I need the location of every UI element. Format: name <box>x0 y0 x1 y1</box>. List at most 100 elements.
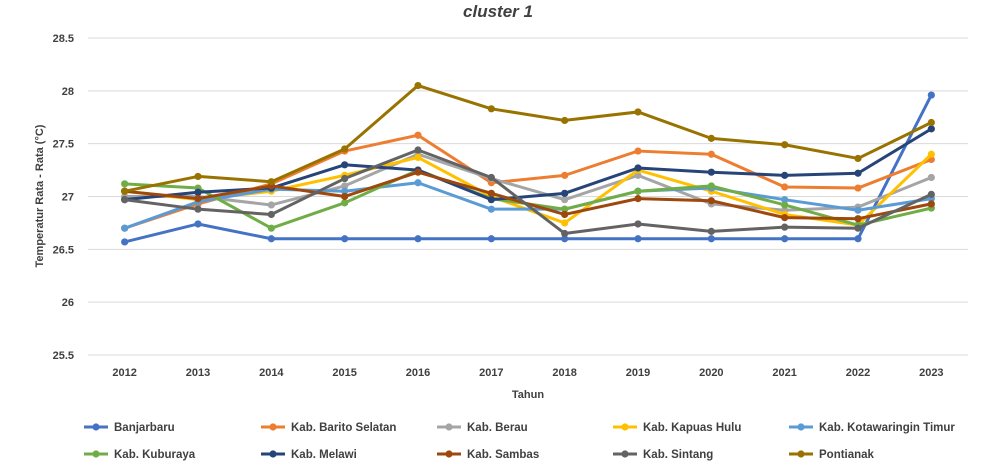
data-point <box>487 105 495 113</box>
data-point <box>561 189 569 197</box>
x-tick-label: 2012 <box>112 367 136 379</box>
data-point <box>414 81 422 90</box>
data-point <box>707 197 715 205</box>
series-line <box>123 152 933 212</box>
y-axis-ticks: 25.5 26 26.5 27 27.5 28 28.5 <box>53 33 74 362</box>
y-tick-label: 26 <box>62 297 74 309</box>
legend-label: Pontianak <box>819 449 875 461</box>
data-point <box>927 91 935 99</box>
data-point <box>634 164 642 172</box>
x-tick-label: 2023 <box>919 367 943 379</box>
data-point <box>927 150 935 158</box>
x-tick-label: 2021 <box>772 367 796 379</box>
data-point <box>561 116 569 125</box>
data-point <box>781 171 789 179</box>
data-point <box>414 146 422 154</box>
legend-label: Kab. Sambas <box>467 449 539 461</box>
data-point <box>267 235 275 243</box>
data-point <box>854 206 862 214</box>
legend-item: Pontianak <box>789 449 875 461</box>
legend-label: Banjarbaru <box>114 422 175 434</box>
x-tick-label: 2013 <box>186 367 210 379</box>
data-point <box>854 169 862 177</box>
x-tick-label: 2019 <box>626 367 650 379</box>
x-axis-title: Tahun <box>512 389 544 401</box>
legend-item: Kab. Kotawaringin Timur <box>789 422 955 434</box>
data-point <box>854 215 862 223</box>
data-point <box>634 108 642 116</box>
y-tick-label: 28.5 <box>53 33 74 45</box>
data-point <box>561 210 569 219</box>
series-kab-kuburaya <box>121 166 935 232</box>
y-axis-title: Temperatur Rata - Rata (°C) <box>34 124 46 267</box>
data-point <box>267 224 275 232</box>
x-tick-label: 2017 <box>479 367 503 379</box>
data-point <box>634 195 642 203</box>
data-point <box>561 196 569 204</box>
data-point <box>854 224 862 232</box>
legend-item: Kab. Sambas <box>437 449 539 461</box>
legend-item: Kab. Berau <box>437 422 528 434</box>
legend-marker <box>445 450 453 458</box>
data-point <box>561 235 569 243</box>
data-point <box>561 219 569 227</box>
data-point <box>487 173 495 182</box>
data-point <box>267 178 275 186</box>
series-line <box>123 181 933 230</box>
legend-label: Kab. Sintang <box>643 449 713 461</box>
series-line <box>123 93 933 244</box>
series-line <box>123 148 933 235</box>
data-point <box>854 184 862 192</box>
data-point <box>707 182 715 190</box>
data-point <box>854 235 862 243</box>
y-tick-label: 25.5 <box>53 350 74 362</box>
data-point <box>854 154 862 163</box>
data-point <box>341 161 349 169</box>
data-point <box>121 180 129 188</box>
data-point <box>341 187 349 195</box>
data-point <box>634 220 642 228</box>
data-point <box>781 223 789 231</box>
legend-marker <box>797 423 805 431</box>
data-point <box>561 229 569 238</box>
legend-label: Kab. Kuburaya <box>114 449 196 461</box>
data-point <box>561 171 569 179</box>
x-tick-label: 2014 <box>259 367 284 379</box>
legend-marker <box>269 423 277 431</box>
data-point <box>121 187 129 195</box>
chart-title: cluster 1 <box>463 2 533 21</box>
data-point <box>781 196 789 204</box>
data-point <box>414 131 422 139</box>
data-point <box>927 125 935 133</box>
legend-marker <box>92 450 100 458</box>
legend-marker <box>92 423 100 431</box>
data-point <box>707 168 715 176</box>
legend-item: Kab. Barito Selatan <box>261 422 396 434</box>
legend-item: Banjarbaru <box>84 422 175 434</box>
y-tick-label: 27 <box>62 192 74 204</box>
data-point <box>341 174 349 183</box>
data-point <box>341 145 349 153</box>
data-point <box>781 201 789 209</box>
data-point <box>267 201 275 209</box>
legend-item: Kab. Kapuas Hulu <box>613 422 741 434</box>
y-tick-label: 27.5 <box>53 139 74 151</box>
data-point <box>414 153 422 162</box>
legend-marker <box>797 450 805 458</box>
y-tick-label: 28 <box>62 86 74 98</box>
data-point <box>487 196 495 204</box>
data-point <box>121 196 129 204</box>
data-point <box>414 179 422 187</box>
data-point <box>707 235 715 243</box>
data-point <box>194 220 202 228</box>
legend-marker <box>445 423 453 431</box>
data-point <box>194 172 202 181</box>
legend-marker <box>621 450 629 458</box>
data-point <box>707 150 715 158</box>
data-point <box>487 189 495 197</box>
x-tick-label: 2018 <box>552 367 576 379</box>
data-point <box>634 187 642 195</box>
data-point <box>781 183 789 191</box>
data-point <box>194 205 202 213</box>
